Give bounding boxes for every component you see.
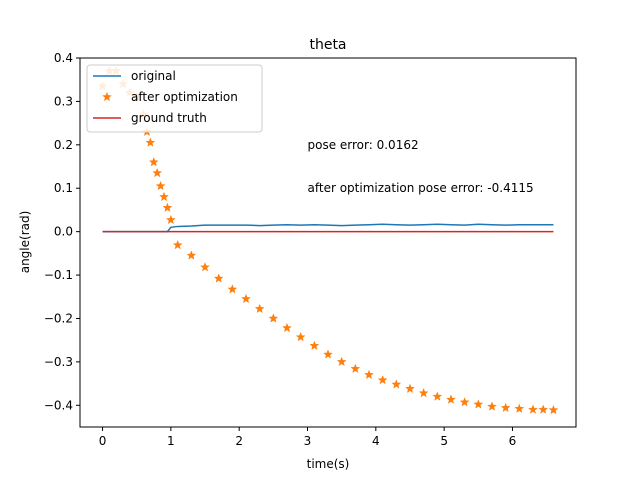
data-point-star <box>446 394 456 404</box>
data-point-star <box>309 340 320 351</box>
data-point-star <box>145 137 156 147</box>
data-point-star <box>165 214 176 225</box>
data-point-star <box>548 404 559 415</box>
data-point-star <box>418 387 429 398</box>
y-axis-label: angle(rad) <box>18 211 32 274</box>
data-point-star <box>391 379 402 389</box>
legend-swatch <box>102 91 112 102</box>
data-point-star <box>172 239 183 250</box>
data-point-star <box>159 191 169 202</box>
x-tick-label: 3 <box>304 434 312 448</box>
data-point-star <box>323 349 333 359</box>
y-tick-label: −0.3 <box>44 355 73 369</box>
data-point-star <box>405 383 415 394</box>
data-point-star <box>282 322 292 333</box>
data-point-star <box>336 356 347 367</box>
annotations: pose error: 0.0162 after optimization pos… <box>308 138 534 195</box>
y-tick-label: −0.1 <box>44 268 73 282</box>
data-point-star <box>432 391 443 401</box>
annotation-text: after optimization pose error: -0.4115 <box>308 181 534 195</box>
data-point-star <box>500 402 511 413</box>
x-axis-ticks: 0 1 2 3 4 5 6 <box>99 427 517 448</box>
legend: original after optimization ground truth <box>86 64 263 133</box>
data-point-star <box>487 401 497 411</box>
y-tick-label: −0.2 <box>44 311 73 325</box>
legend-box <box>86 64 263 133</box>
data-point-star <box>227 284 238 294</box>
y-tick-label: 0.1 <box>54 181 73 195</box>
legend-label: ground truth <box>131 111 207 125</box>
data-point-star <box>186 250 197 260</box>
x-tick-label: 4 <box>372 434 380 448</box>
y-tick-label: 0.2 <box>54 138 73 152</box>
y-tick-label: 0.0 <box>54 225 73 239</box>
data-point-star <box>528 404 538 414</box>
x-tick-label: 0 <box>99 434 107 448</box>
data-point-star <box>162 202 173 212</box>
data-point-star <box>377 374 388 385</box>
x-tick-label: 5 <box>440 434 448 448</box>
y-tick-label: 0.3 <box>54 94 73 108</box>
annotation-text: pose error: 0.0162 <box>308 138 419 152</box>
data-point-star <box>148 156 159 167</box>
data-point-star <box>213 273 224 283</box>
data-point-star <box>254 303 265 314</box>
y-tick-label: 0.4 <box>54 51 73 65</box>
chart-title: theta <box>309 37 346 53</box>
x-tick-label: 6 <box>509 434 517 448</box>
data-point-star <box>268 313 279 323</box>
data-point-star <box>295 331 306 342</box>
data-point-star <box>514 403 525 413</box>
plot-frame <box>79 57 577 428</box>
data-point-star <box>538 404 549 414</box>
data-point-star <box>459 397 470 407</box>
legend-label: after optimization <box>131 90 238 104</box>
data-point-star <box>473 399 484 409</box>
x-axis-label: time(s) <box>307 457 350 471</box>
x-tick-label: 2 <box>235 434 243 448</box>
y-axis-ticks: −0.4 −0.3 −0.2 −0.1 0.0 0.1 0.2 0.3 0.4 <box>44 51 80 412</box>
data-point-star <box>241 293 251 304</box>
data-point-star <box>200 262 210 272</box>
data-point-star <box>364 369 374 380</box>
x-tick-label: 1 <box>167 434 175 448</box>
data-point-star <box>152 167 163 178</box>
y-tick-label: −0.4 <box>44 398 73 412</box>
legend-label: original <box>131 69 176 83</box>
data-point-star <box>155 180 166 191</box>
data-point-star <box>350 363 361 374</box>
